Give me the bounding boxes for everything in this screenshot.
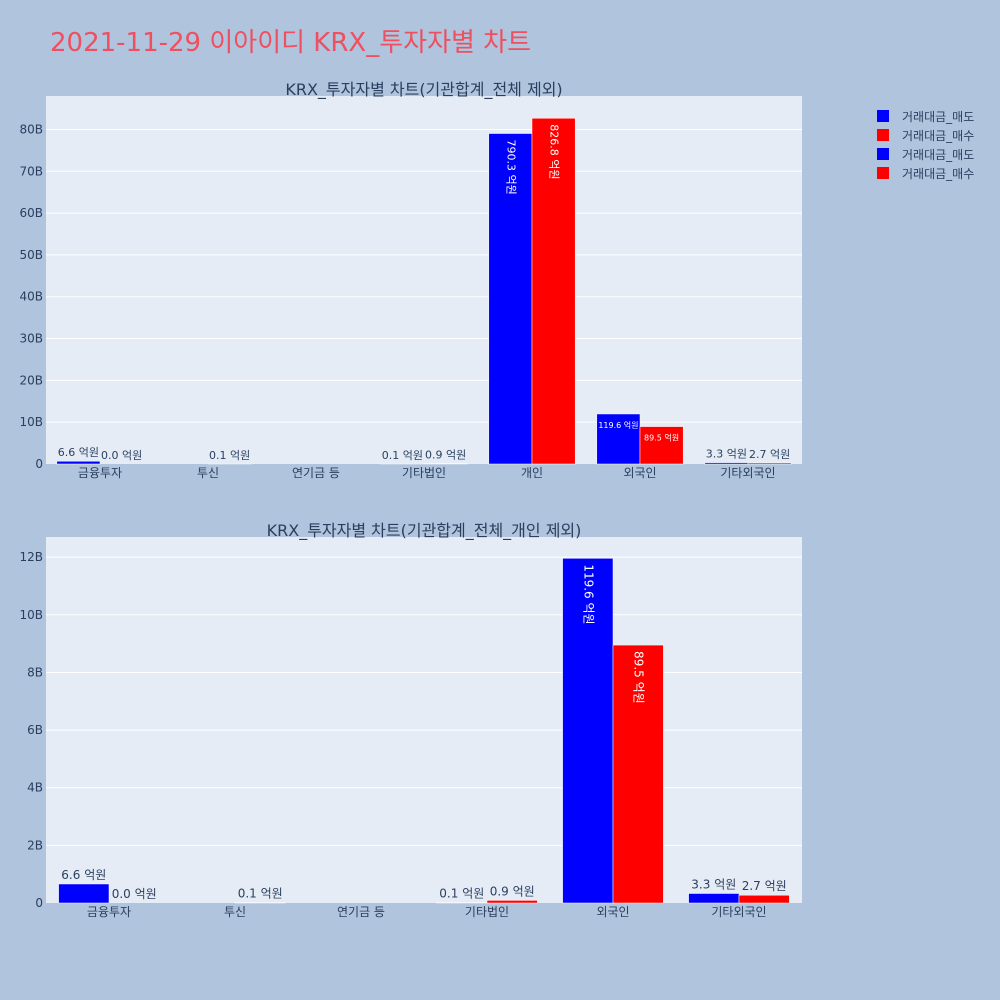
bar: [612, 644, 664, 904]
x-tick-label: 금융투자: [87, 905, 131, 919]
data-label: 3.3 억원: [691, 877, 736, 891]
data-label: 0.1 억원: [439, 887, 484, 901]
chart-title: KRX_투자자별 차트(기관합계_전체_개인 제외): [267, 521, 582, 541]
y-tick-label: 10B: [19, 608, 43, 622]
y-tick-label: 0: [35, 457, 43, 471]
bar: [738, 894, 790, 904]
x-tick-label: 외국인: [596, 905, 629, 919]
x-tick-label: 연기금 등: [337, 905, 385, 919]
bar: [639, 426, 684, 465]
y-tick-label: 80B: [19, 122, 43, 136]
y-tick-label: 2B: [27, 838, 43, 852]
bar: [488, 133, 533, 465]
bar: [596, 413, 641, 465]
data-label: 0.0 억원: [101, 449, 142, 462]
data-label: 0.1 억원: [382, 449, 423, 462]
legend-item[interactable]: 거래대금_매도: [877, 110, 974, 124]
x-tick-label: 외국인: [623, 466, 656, 480]
plot-area: [46, 537, 802, 903]
plot-area: [46, 96, 802, 464]
legend-swatch: [877, 167, 889, 179]
y-tick-label: 20B: [19, 373, 43, 387]
x-tick-label: 기타외국인: [720, 466, 775, 480]
legend-label: 거래대금_매수: [902, 129, 974, 143]
data-label: 0.1 억원: [209, 449, 250, 462]
y-tick-label: 12B: [19, 550, 43, 564]
x-tick-label: 투신: [224, 905, 246, 919]
y-tick-label: 6B: [27, 723, 43, 737]
y-tick-label: 0: [35, 896, 43, 910]
bar: [747, 462, 792, 465]
bar: [562, 558, 614, 904]
bar: [531, 117, 576, 465]
y-tick-label: 60B: [19, 206, 43, 220]
bar: [56, 460, 101, 465]
bar: [704, 462, 749, 465]
bar: [688, 893, 740, 904]
legend-label: 거래대금_매도: [902, 110, 974, 124]
data-label: 826.8 억원: [548, 124, 561, 179]
chart-title: KRX_투자자별 차트(기관합계_전체 제외): [285, 80, 562, 100]
legend-label: 거래대금_매수: [902, 167, 974, 181]
data-label: 89.5 억원: [644, 433, 679, 443]
y-tick-label: 10B: [19, 415, 43, 429]
data-label: 119.6 억원: [581, 564, 595, 624]
x-tick-label: 개인: [521, 466, 543, 480]
y-tick-label: 4B: [27, 781, 43, 795]
x-tick-label: 투신: [197, 466, 219, 480]
bar: [58, 883, 110, 904]
data-label: 6.6 억원: [61, 868, 106, 882]
x-tick-label: 금융투자: [78, 466, 122, 480]
x-tick-label: 기타법인: [402, 466, 446, 480]
data-label: 2.7 억원: [749, 448, 790, 461]
data-label: 89.5 억원: [632, 651, 646, 704]
legend-swatch: [877, 110, 889, 122]
data-label: 0.0 억원: [112, 887, 157, 901]
y-tick-label: 50B: [19, 248, 43, 262]
y-tick-label: 30B: [19, 332, 43, 346]
legend-swatch: [877, 148, 889, 160]
chart-1: 0 10B 20B 30B 40B 50B 60B 70B 80B KRX_투자자별 차트(기관합…: [19, 80, 802, 480]
x-tick-label: 기타외국인: [711, 905, 766, 919]
data-label: 6.6 억원: [58, 446, 99, 459]
legend-item[interactable]: 거래대금_매수: [877, 167, 974, 181]
data-label: 0.9 억원: [490, 884, 535, 898]
legend-swatch: [877, 129, 889, 141]
data-label: 2.7 억원: [742, 879, 787, 893]
data-label: 119.6 억원: [598, 420, 638, 430]
data-label: 790.3 억원: [504, 140, 517, 195]
page-title: 2021-11-29 이아이디 KRX_투자자별 차트: [50, 28, 532, 58]
legend-item[interactable]: 거래대금_매도: [877, 148, 974, 162]
bar: [486, 900, 538, 904]
y-tick-label: 40B: [19, 290, 43, 304]
chart-2: 0 2B 4B 6B 8B 10B 12B KRX_투자자별 차트(기관합계_전체_개인 제외…: [19, 521, 802, 919]
legend-label: 거래대금_매도: [902, 148, 974, 162]
legend-item[interactable]: 거래대금_매수: [877, 129, 974, 143]
data-label: 3.3 억원: [706, 448, 747, 461]
data-label: 0.9 억원: [425, 449, 466, 462]
data-label: 0.1 억원: [238, 887, 283, 901]
x-tick-label: 기타법인: [465, 905, 509, 919]
y-tick-label: 8B: [27, 665, 43, 679]
x-tick-label: 연기금 등: [292, 466, 340, 480]
y-tick-label: 70B: [19, 164, 43, 178]
